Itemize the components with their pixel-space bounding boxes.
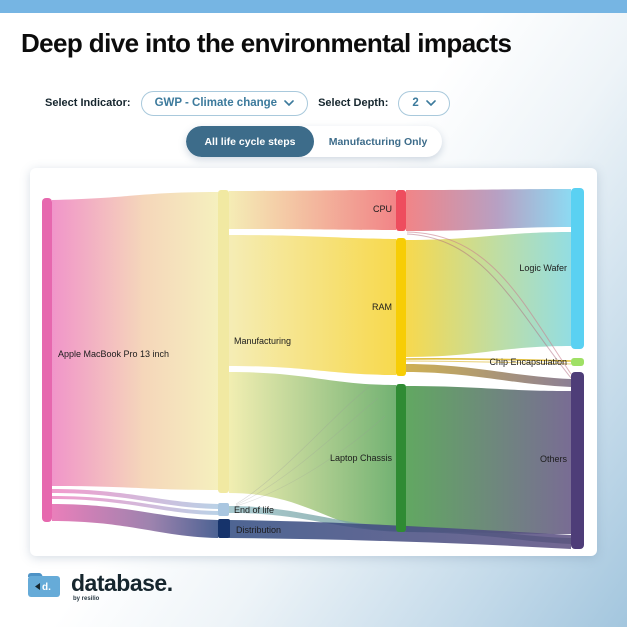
node-cpu[interactable]	[396, 190, 406, 231]
flow-macbook-endoflife	[52, 489, 218, 509]
logo-text: database. by resilio	[71, 570, 173, 602]
depth-label: Select Depth:	[318, 97, 389, 109]
label-chip-encapsulation: Chip Encapsulation	[489, 357, 567, 367]
svg-text:d.: d.	[42, 582, 51, 593]
flow-ram-logicwafer	[406, 232, 571, 357]
top-accent-bar	[0, 0, 627, 13]
toggle-all-life-cycle-steps[interactable]: All life cycle steps	[186, 126, 314, 157]
logo-name: database.	[71, 570, 173, 596]
node-distribution[interactable]	[218, 519, 230, 538]
label-macbook: Apple MacBook Pro 13 inch	[58, 349, 169, 359]
flow-macbook-manufacturing	[52, 192, 218, 490]
node-others[interactable]	[571, 372, 584, 549]
depth-select[interactable]: 2	[398, 90, 450, 116]
depth-value: 2	[412, 97, 419, 109]
flow-endoflife-strand	[235, 385, 371, 505]
lifecycle-toggle: All life cycle steps Manufacturing Only	[186, 126, 442, 157]
label-ram: RAM	[372, 302, 392, 312]
node-macbook[interactable]	[42, 198, 52, 522]
chevron-down-icon	[425, 100, 436, 106]
database-folder-icon: d.	[28, 573, 60, 597]
label-end-of-life: End of life	[234, 505, 274, 515]
label-laptop-chassis: Laptop Chassis	[330, 453, 393, 463]
flow-manufacturing-chassis	[229, 372, 396, 531]
flow-cpu-others-strand	[406, 233, 572, 379]
controls-row: Select Indicator: GWP - Climate change S…	[45, 90, 450, 116]
label-manufacturing: Manufacturing	[234, 336, 291, 346]
logo-byline: by resilio	[73, 596, 100, 602]
flow-chassis-others	[406, 386, 571, 534]
node-laptop-chassis[interactable]	[396, 384, 406, 532]
sankey-diagram: Apple MacBook Pro 13 inch Manufacturing …	[42, 188, 584, 549]
sankey-card: Apple MacBook Pro 13 inch Manufacturing …	[30, 168, 597, 556]
indicator-value: GWP - Climate change	[154, 97, 278, 109]
flow-cpu-logicwafer	[406, 189, 571, 231]
flow-manufacturing-cpu	[229, 190, 396, 230]
page-title: Deep dive into the environmental impacts	[21, 28, 512, 58]
label-cpu: CPU	[373, 204, 392, 214]
label-logic-wafer: Logic Wafer	[519, 263, 567, 273]
flow-macbook-endoflife-2	[52, 496, 218, 515]
chevron-down-icon	[284, 100, 294, 106]
flow-ram-chipencapsulation-strand	[405, 360, 572, 365]
node-logic-wafer[interactable]	[571, 188, 584, 349]
flow-endoflife-strand	[235, 415, 386, 507]
node-chip-encapsulation[interactable]	[571, 358, 584, 366]
label-others: Others	[540, 454, 568, 464]
flow-cpu-others-strand	[406, 231, 572, 375]
indicator-select[interactable]: GWP - Climate change	[140, 90, 309, 116]
label-distribution: Distribution	[236, 525, 281, 535]
flow-ram-chipencapsulation-strand	[405, 357, 572, 362]
flow-endoflife-strand	[235, 397, 379, 506]
flow-distribution-others	[229, 520, 571, 549]
flow-ram-others	[406, 364, 571, 387]
node-ram[interactable]	[396, 238, 406, 376]
flow-macbook-distribution	[52, 504, 218, 538]
indicator-label: Select Indicator:	[45, 97, 131, 109]
toggle-manufacturing-only[interactable]: Manufacturing Only	[328, 135, 428, 148]
brand-logo: d. database. by resilio	[26, 570, 173, 602]
flow-manufacturing-ram	[229, 235, 396, 375]
node-manufacturing[interactable]	[218, 190, 229, 493]
node-end-of-life[interactable]	[218, 503, 229, 516]
